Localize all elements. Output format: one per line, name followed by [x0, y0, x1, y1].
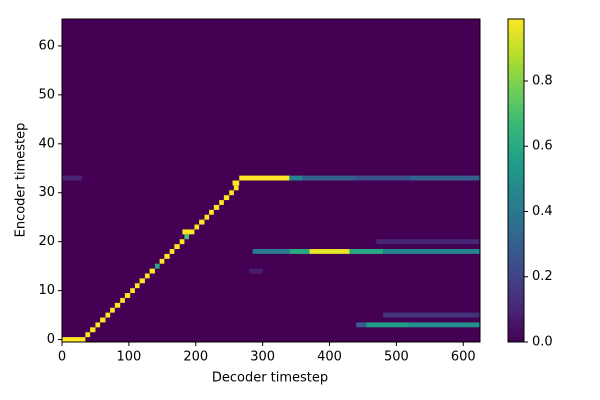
y-tick-label: 40: [38, 136, 55, 151]
colorbar: [507, 18, 525, 343]
heatmap-cell: [139, 278, 145, 284]
heatmap-cell: [179, 239, 185, 245]
heatmap-cell: [289, 175, 303, 181]
colorbar-tick-label: 0.2: [532, 269, 553, 284]
heatmap-cell: [349, 249, 384, 254]
heatmap-cell: [134, 283, 140, 289]
heatmap-cell: [90, 327, 96, 333]
heatmap-cell: [130, 288, 135, 294]
heatmap-cell: [213, 204, 220, 210]
heatmap-cell: [114, 302, 121, 308]
x-tick-label: 200: [183, 350, 208, 365]
heatmap-cell: [302, 175, 357, 181]
heatmap-cell: [100, 317, 106, 323]
heatmap-cell: [383, 312, 480, 318]
heatmap-cell: [149, 268, 155, 274]
heatmap-cell: [95, 322, 101, 328]
heatmap-cell: [209, 209, 214, 215]
y-tick-label: 30: [38, 185, 55, 200]
heatmap-cell: [105, 312, 111, 318]
heatmap-cell: [376, 239, 480, 245]
y-tick-label: 20: [38, 234, 55, 249]
heatmap-cell: [229, 190, 234, 196]
x-axis-label: Decoder timestep: [212, 371, 328, 386]
x-tick-label: 0: [58, 350, 66, 365]
heatmap-cell: [62, 175, 83, 181]
y-axis-label: Encoder timestep: [14, 123, 29, 238]
heatmap-cell: [409, 322, 480, 328]
x-tick-label: 300: [250, 350, 275, 365]
heatmap-cell: [85, 332, 91, 338]
heatmap-cell: [182, 229, 195, 235]
colorbar-tick-label: 0.0: [532, 335, 553, 350]
y-tick-label: 10: [38, 283, 55, 298]
colorbar-tick-label: 0.6: [532, 139, 553, 154]
y-tick-label: 50: [38, 87, 55, 102]
heatmap-cell: [356, 175, 410, 181]
heatmap-cell: [184, 234, 190, 240]
heatmap-cell: [154, 263, 160, 269]
heatmap-cell: [249, 268, 263, 274]
heatmap-cell: [159, 258, 165, 264]
heatmap-cell: [199, 219, 205, 225]
heatmap-cell: [144, 273, 150, 279]
heatmap-cell: [110, 307, 115, 313]
y-tick-label: 0: [47, 332, 55, 347]
heatmap-cell: [252, 249, 290, 254]
heatmap-cell: [164, 253, 170, 259]
heatmap-cell: [232, 180, 240, 186]
colorbar-tick-label: 0.8: [532, 73, 553, 88]
heatmap-cell: [219, 200, 224, 205]
heatmap-cell: [289, 249, 310, 254]
heatmap-cell: [120, 297, 125, 303]
heatmap-cell: [356, 322, 367, 328]
heatmap-cell: [223, 195, 230, 201]
heatmap-cell: [194, 224, 200, 230]
heatmap-cell: [239, 175, 290, 181]
heatmap-cell: [124, 293, 131, 298]
heatmap-cell: [169, 249, 175, 254]
plot-frame: [61, 18, 481, 343]
x-tick-label: 500: [384, 350, 409, 365]
heatmap-cell: [174, 244, 180, 250]
x-tick-label: 600: [451, 350, 476, 365]
x-tick-label: 400: [317, 350, 342, 365]
y-tick-label: 60: [38, 38, 55, 53]
heatmap-cell: [383, 249, 480, 254]
heatmap-cell: [309, 249, 350, 254]
heatmap-cell: [409, 175, 480, 181]
colorbar-tick-label: 0.4: [532, 204, 553, 219]
heatmap-cell: [366, 322, 410, 328]
x-tick-label: 100: [116, 350, 141, 365]
heatmap-cell: [204, 214, 210, 220]
heatmap-cell: [233, 185, 239, 191]
heatmap-cell: [62, 337, 86, 342]
